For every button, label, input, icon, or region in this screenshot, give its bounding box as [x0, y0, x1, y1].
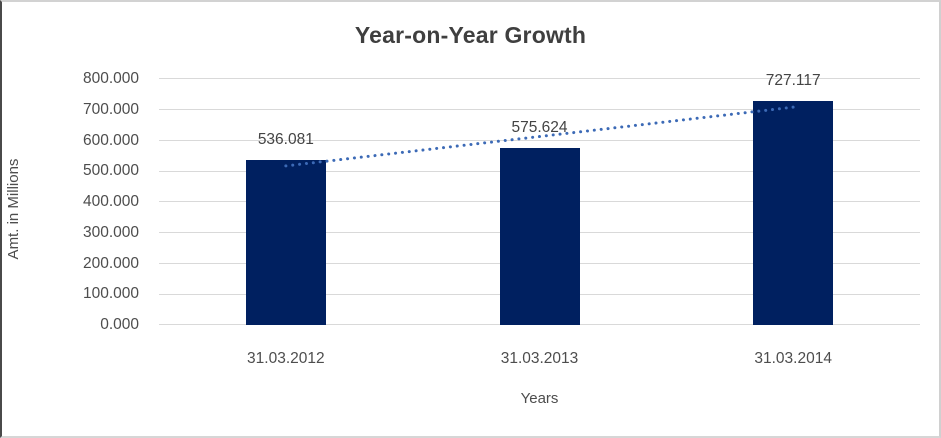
bar-value-label: 575.624	[511, 118, 568, 136]
bar	[499, 147, 580, 325]
x-tick-label: 31.03.2012	[247, 350, 325, 367]
y-tick-label: 400.000	[82, 193, 139, 210]
plot-area	[159, 78, 920, 326]
y-tick-label: 200.000	[82, 254, 139, 272]
y-tick-label: 0.000	[100, 316, 139, 333]
bar	[753, 101, 834, 325]
y-tick-label: 300.000	[82, 223, 139, 241]
x-tick-label: 31.03.2014	[754, 350, 832, 367]
x-tick-label: 31.03.2013	[500, 350, 579, 367]
y-tick-label: 100.000	[82, 285, 139, 303]
bar-value-label: 536.081	[257, 131, 314, 149]
y-tick-label: 800.000	[82, 70, 139, 87]
bar	[245, 160, 326, 325]
trendline	[284, 105, 795, 168]
y-tick-label: 600.000	[82, 131, 139, 149]
chart-title: Year-on-Year Growth	[354, 22, 587, 48]
x-axis-title: Years	[520, 390, 559, 407]
y-tick-label: 700.000	[82, 100, 139, 118]
gridline	[159, 78, 920, 80]
y-axis-title: Amt. in Millions	[5, 158, 22, 260]
y-tick-label: 500.000	[82, 162, 139, 180]
gridline	[159, 109, 920, 110]
gridline	[159, 139, 920, 141]
bar-value-label: 727.117	[765, 72, 821, 90]
